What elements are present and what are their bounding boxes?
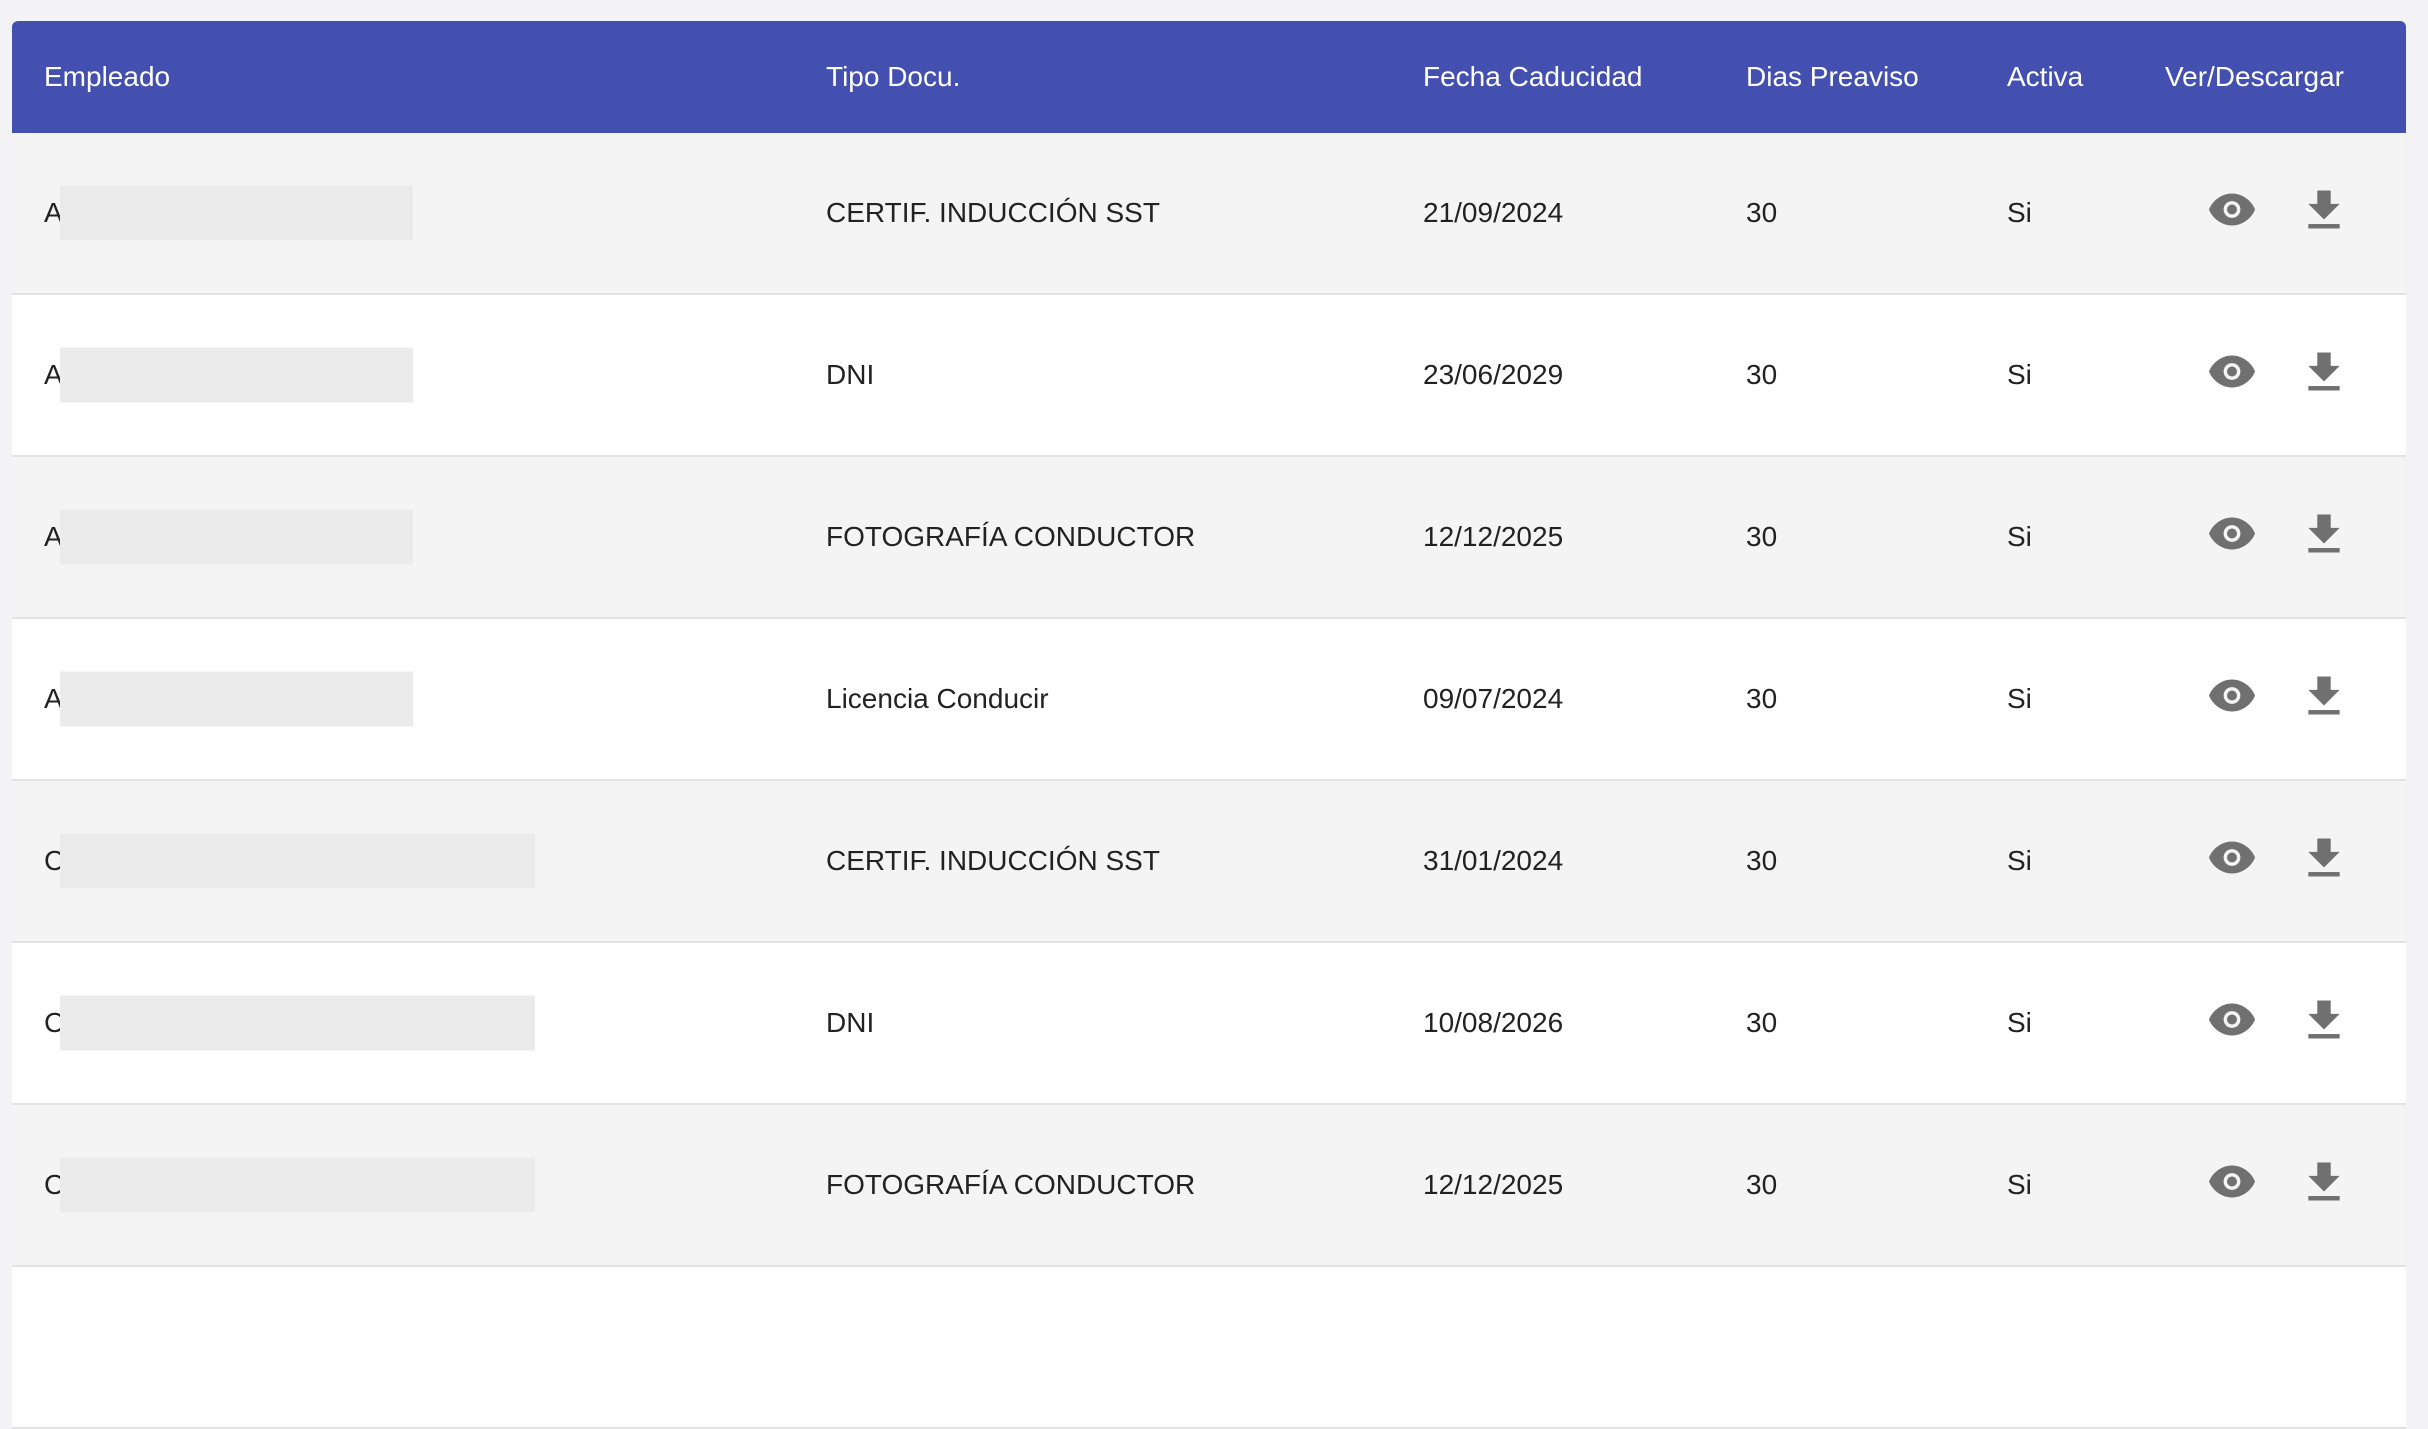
cell-fecha: 12/12/2025 <box>1423 521 1564 552</box>
cell-activa: Si <box>2007 1169 2032 1200</box>
cell-empleado: C <box>44 845 65 876</box>
cell-dias: 30 <box>1746 845 1778 876</box>
cell-empleado: C <box>44 1007 65 1038</box>
cell-tipo: Licencia Conducir <box>826 683 1049 714</box>
table-row: A DNI 23/06/2029 30 Si <box>12 295 2406 457</box>
eye-icon[interactable] <box>2208 841 2256 882</box>
header-activa[interactable]: Activa <box>2007 61 2084 92</box>
header-ver-descargar: Ver/Descargar <box>2165 61 2344 92</box>
eye-icon[interactable] <box>2208 1165 2256 1206</box>
header-tipo-docu[interactable]: Tipo Docu. <box>826 61 961 92</box>
cell-empleado: A <box>44 197 63 228</box>
table-row: A Licencia Conducir 09/07/2024 30 Si <box>12 619 2406 781</box>
table-row: C DNI 10/08/2026 30 Si <box>12 943 2406 1105</box>
download-icon[interactable] <box>2308 838 2340 884</box>
cell-dias: 30 <box>1746 359 1778 390</box>
cell-activa: Si <box>2007 683 2032 714</box>
redacted-name <box>60 185 413 241</box>
table-row: A CERTIF. INDUCCIÓN SST 21/09/2024 30 Si <box>12 133 2406 295</box>
table-row: A FOTOGRAFÍA CONDUCTOR 12/12/2025 30 Si <box>12 457 2406 619</box>
table-row <box>12 1267 2406 1429</box>
documents-table: Empleado Tipo Docu. Fecha Caducidad Dias… <box>12 21 2406 1429</box>
cell-activa: Si <box>2007 1007 2032 1038</box>
redacted-name <box>60 1157 535 1213</box>
eye-icon[interactable] <box>2208 193 2256 234</box>
cell-fecha: 23/06/2029 <box>1423 359 1564 390</box>
cell-fecha: 31/01/2024 <box>1423 845 1564 876</box>
cell-empleado: A <box>44 683 63 714</box>
cell-dias: 30 <box>1746 683 1778 714</box>
eye-icon[interactable] <box>2208 355 2256 396</box>
cell-empleado: A <box>44 359 63 390</box>
cell-empleado: A <box>44 521 63 552</box>
cell-fecha: 10/08/2026 <box>1423 1007 1564 1038</box>
cell-activa: Si <box>2007 197 2032 228</box>
download-icon[interactable] <box>2308 1000 2340 1046</box>
cell-tipo: FOTOGRAFÍA CONDUCTOR <box>826 521 1196 552</box>
cell-tipo: DNI <box>826 359 875 390</box>
download-icon[interactable] <box>2308 514 2340 560</box>
table-row: C CERTIF. INDUCCIÓN SST 31/01/2024 30 Si <box>12 781 2406 943</box>
header-dias-preaviso[interactable]: Dias Preaviso <box>1746 61 1919 92</box>
cell-fecha: 12/12/2025 <box>1423 1169 1564 1200</box>
eye-icon[interactable] <box>2208 679 2256 720</box>
header-fecha-caducidad[interactable]: Fecha Caducidad <box>1423 61 1643 92</box>
download-icon[interactable] <box>2308 1162 2340 1208</box>
eye-icon[interactable] <box>2208 517 2256 558</box>
table-row: C FOTOGRAFÍA CONDUCTOR 12/12/2025 30 Si <box>12 1105 2406 1267</box>
redacted-name <box>60 347 413 403</box>
redacted-name <box>60 509 413 565</box>
download-icon[interactable] <box>2308 352 2340 398</box>
cell-tipo: CERTIF. INDUCCIÓN SST <box>826 845 1160 876</box>
redacted-name <box>60 833 535 889</box>
redacted-name <box>60 995 535 1051</box>
cell-dias: 30 <box>1746 1169 1778 1200</box>
cell-activa: Si <box>2007 845 2032 876</box>
cell-tipo: CERTIF. INDUCCIÓN SST <box>826 197 1160 228</box>
cell-dias: 30 <box>1746 197 1778 228</box>
cell-dias: 30 <box>1746 521 1778 552</box>
header-empleado[interactable]: Empleado <box>44 61 171 92</box>
cell-tipo: FOTOGRAFÍA CONDUCTOR <box>826 1169 1196 1200</box>
cell-activa: Si <box>2007 359 2032 390</box>
cell-dias: 30 <box>1746 1007 1778 1038</box>
table-body: A CERTIF. INDUCCIÓN SST 21/09/2024 30 Si… <box>12 133 2406 1429</box>
cell-tipo: DNI <box>826 1007 875 1038</box>
cell-empleado: C <box>44 1169 65 1200</box>
cell-fecha: 09/07/2024 <box>1423 683 1564 714</box>
table-header: Empleado Tipo Docu. Fecha Caducidad Dias… <box>12 21 2406 133</box>
download-icon[interactable] <box>2308 676 2340 722</box>
cell-activa: Si <box>2007 521 2032 552</box>
redacted-name <box>60 671 413 727</box>
cell-fecha: 21/09/2024 <box>1423 197 1564 228</box>
eye-icon[interactable] <box>2208 1003 2256 1044</box>
download-icon[interactable] <box>2308 190 2340 236</box>
